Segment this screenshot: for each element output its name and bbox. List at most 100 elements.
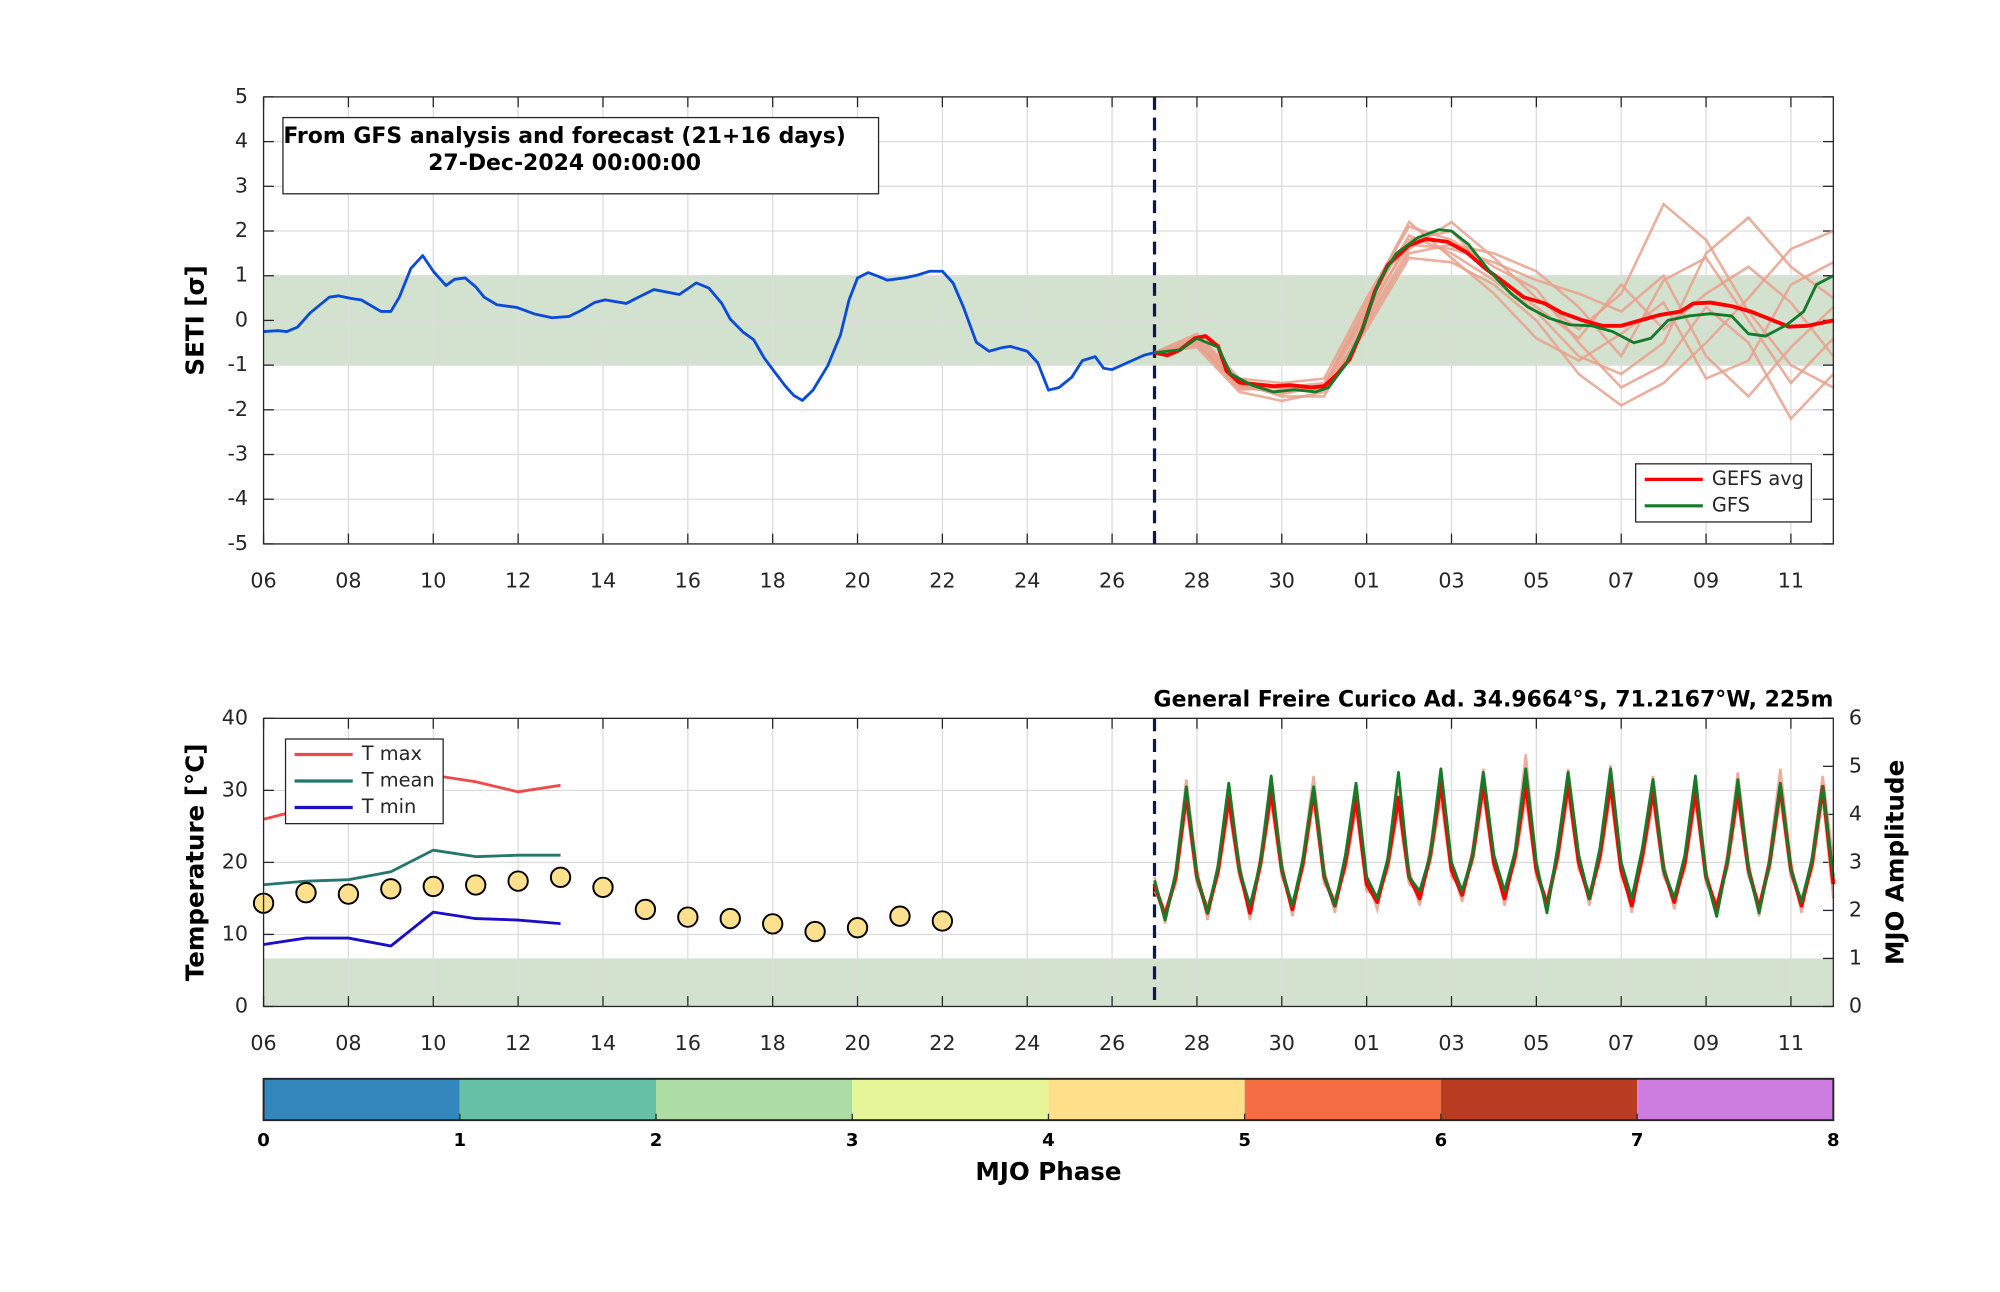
colorbar-tick-label: 7 [1631,1130,1644,1151]
x-tick-label: 03 [1438,1031,1464,1055]
colorbar-label: MJO Phase [975,1157,1121,1186]
mjo-marker [507,870,529,892]
x-tick-label: 09 [1693,568,1719,592]
x-tick-label: 09 [1693,1031,1719,1055]
y-tick-label: 3 [235,173,248,197]
legend-label: T mean [361,769,435,792]
y-tick-label: -3 [227,442,248,466]
annotation-box [282,116,880,195]
y-tick-label: -2 [227,397,248,421]
x-tick-label: 12 [505,568,531,592]
chart-title: General Freire Curico Ad. 34.9664°S, 71.… [1154,687,1834,712]
colorbar-segment [1244,1078,1441,1121]
x-tick-label: 07 [1608,1031,1634,1055]
x-tick-label: 03 [1438,568,1464,592]
legend-label: GFS [1712,493,1750,516]
y-axis-label: Temperature [°C] [180,744,209,982]
x-tick-label: 07 [1608,568,1634,592]
colorbar-tick-label: 8 [1827,1130,1840,1151]
x-tick-label: 14 [590,1031,616,1055]
x-tick-label: 08 [335,1031,361,1055]
colorbar-segment [852,1078,1049,1121]
x-tick-label: 08 [335,568,361,592]
axes-frame [262,717,1834,1008]
series-line [1154,237,1834,390]
x-tick-label: 24 [1014,1031,1040,1055]
y-tick-label: 5 [235,84,248,108]
x-tick-label: 28 [1184,568,1210,592]
colorbar-tick-label: 4 [1042,1130,1055,1151]
x-tick-label: 10 [420,568,446,592]
series-line [1153,767,1835,922]
mjo-marker [592,876,614,899]
y-tick-label: 1 [235,263,248,287]
legend-box [1635,463,1813,523]
x-tick-label: 30 [1269,1031,1295,1055]
x-tick-label: 10 [420,1031,446,1055]
y-tick-label: 0 [235,993,248,1017]
colorbar-tick-label: 6 [1435,1130,1448,1151]
legend-label: T min [361,795,417,818]
colorbar-segment [1440,1078,1638,1121]
series-line [263,254,1155,402]
mjo-marker [931,910,954,932]
x-tick-label: 12 [505,1031,531,1055]
x-tick-label: 06 [250,1031,276,1055]
annotation-text: From GFS analysis and forecast (21+16 da… [283,124,846,149]
y-tick-label: 40 [222,705,248,729]
y-tick-label: 20 [222,849,248,873]
y-tick-label: 30 [222,777,248,801]
y-tick-label: -4 [227,486,248,510]
y2-tick-label: 3 [1849,849,1862,873]
annotation-text: 27-Dec-2024 00:00:00 [428,151,701,176]
colorbar-segment [459,1078,657,1121]
axes-frame [262,96,1834,545]
x-tick-label: 01 [1353,568,1379,592]
y2-tick-label: 2 [1849,897,1862,921]
x-tick-label: 22 [929,568,955,592]
mjo-marker [804,920,826,943]
series-line [263,848,561,887]
y2-tick-label: 4 [1849,801,1862,825]
x-tick-label: 11 [1778,1031,1804,1055]
x-tick-label: 22 [929,1031,955,1055]
x-tick-label: 26 [1099,1031,1125,1055]
shaded-band [263,958,1834,1007]
y-tick-label: 2 [235,218,248,242]
mjo-marker [337,883,360,905]
y-tick-label: 10 [222,921,248,945]
series-line [1154,228,1834,394]
x-tick-label: 05 [1523,1031,1549,1055]
y2-tick-label: 6 [1849,705,1862,729]
colorbar-tick-label: 1 [453,1130,466,1151]
y-tick-label: 0 [235,307,248,331]
mjo-marker [634,898,657,921]
x-tick-label: 18 [760,1031,786,1055]
colorbar-tick-label: 2 [650,1130,663,1151]
x-tick-label: 05 [1523,568,1549,592]
mjo-marker [549,866,572,888]
mjo-marker [465,874,487,896]
colorbar-tick-label: 0 [257,1130,270,1151]
x-tick-label: 16 [675,1031,701,1055]
legend-label: T max [361,742,422,765]
ensemble-member [1154,243,1835,392]
mjo-marker [889,905,911,927]
y2-tick-label: 0 [1849,993,1862,1017]
x-tick-label: 20 [844,1031,870,1055]
mjo-marker [846,917,869,939]
x-tick-label: 11 [1778,568,1804,592]
y2-axis-label: MJO Amplitude [1881,760,1910,965]
x-tick-label: 30 [1269,568,1295,592]
legend-label: GEFS avg [1712,467,1804,490]
colorbar-tick-label: 3 [846,1130,859,1151]
y2-tick-label: 1 [1849,945,1862,969]
x-tick-label: 06 [250,568,276,592]
y-tick-label: -5 [227,531,248,555]
ensemble-member [1153,225,1835,421]
colorbar-tick-label: 5 [1238,1130,1251,1151]
x-tick-label: 24 [1014,568,1040,592]
mjo-marker [719,907,741,930]
x-tick-label: 28 [1184,1031,1210,1055]
